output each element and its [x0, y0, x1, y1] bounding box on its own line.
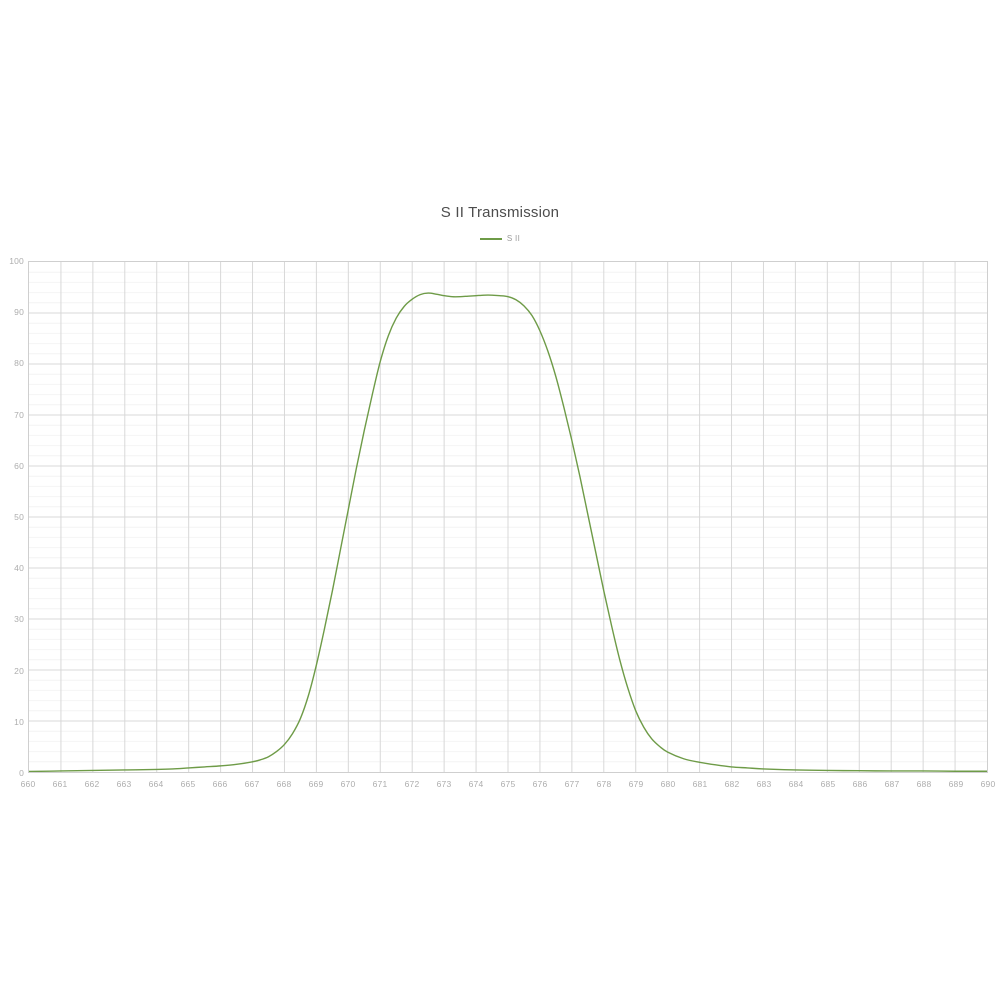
x-axis-tick-label: 668	[276, 779, 292, 789]
y-axis-tick-label: 80	[14, 358, 24, 369]
legend-item-label: S II	[506, 234, 521, 243]
y-axis-tick-label: 40	[14, 563, 24, 574]
x-axis-tick-label: 677	[564, 779, 580, 789]
x-axis-tick-label: 667	[244, 779, 260, 789]
x-axis: 660 661 662 663 664 665 666 667 668 669 670 671 672 6…	[21, 779, 996, 793]
legend-line-swatch	[479, 237, 502, 240]
x-axis-tick-label: 690	[980, 779, 996, 789]
y-axis-tick-label: 10	[14, 716, 24, 727]
x-axis-tick-label: 676	[532, 779, 548, 789]
y-axis-tick-label: 90	[14, 307, 24, 318]
x-axis-tick-label: 663	[116, 779, 132, 789]
x-axis-tick-label: 682	[724, 779, 740, 789]
x-axis-tick-label: 661	[52, 779, 68, 789]
x-axis-tick-label: 680	[660, 779, 676, 789]
x-axis-tick-label: 660	[20, 779, 36, 789]
y-axis-tick-label: 0	[19, 768, 24, 778]
x-axis-tick-label: 674	[468, 779, 484, 789]
chart-svg	[29, 262, 987, 772]
x-axis-tick-label: 687	[884, 779, 900, 789]
x-axis-tick-label: 689	[948, 779, 964, 789]
x-axis-tick-label: 672	[404, 779, 420, 789]
plot-inner	[29, 262, 987, 772]
x-axis-tick-label: 685	[820, 779, 836, 789]
x-axis-tick-label: 686	[852, 779, 868, 789]
series-line-s-ii	[29, 292, 987, 772]
x-axis-tick-label: 688	[916, 779, 932, 789]
x-axis-tick-label: 665	[180, 779, 196, 789]
gridlines-horizontal	[29, 312, 987, 722]
x-axis-tick-label: 675	[500, 779, 516, 789]
x-axis-tick-label: 683	[756, 779, 772, 789]
y-axis: 0 10 20 30 40 50 60 70 80 90 100	[0, 256, 24, 778]
chart-legend: S II	[0, 234, 1000, 243]
page-title: S II Transmission	[440, 204, 560, 221]
x-axis-tick-label: 671	[372, 779, 388, 789]
y-axis-tick-label: 60	[14, 460, 24, 471]
x-axis-tick-label: 662	[84, 779, 100, 789]
x-axis-tick-label: 681	[692, 779, 708, 789]
x-axis-tick-label: 670	[340, 779, 356, 789]
x-axis-tick-label: 673	[436, 779, 452, 789]
y-axis-tick-label: 20	[14, 665, 24, 676]
x-axis-tick-label: 679	[628, 779, 644, 789]
y-axis-tick-label: 50	[14, 512, 24, 522]
y-axis-tick-label: 100	[9, 256, 24, 266]
plot-area	[28, 261, 988, 773]
x-axis-tick-label: 669	[308, 779, 324, 789]
x-axis-tick-label: 684	[788, 779, 804, 789]
x-axis-tick-label: 664	[148, 779, 164, 789]
x-axis-tick-label: 666	[212, 779, 228, 789]
y-axis-tick-label: 70	[14, 409, 24, 420]
y-axis-tick-label: 30	[14, 614, 24, 625]
x-axis-tick-label: 678	[596, 779, 612, 789]
